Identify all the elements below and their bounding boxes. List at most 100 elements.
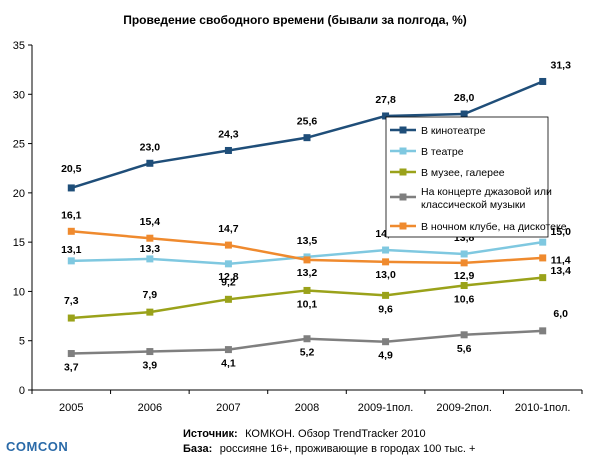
series-point: [67, 314, 75, 322]
series-point: [460, 282, 468, 290]
data-label: 7,3: [64, 295, 79, 307]
legend-item: В театре: [390, 146, 464, 158]
series-point: [224, 241, 232, 249]
series-point: [382, 246, 390, 254]
series-point: [146, 348, 154, 356]
series-point: [303, 134, 311, 142]
legend-label: В ночном клубе, на дискотеке: [421, 221, 567, 233]
series-point: [224, 260, 232, 268]
legend-swatch-marker: [399, 193, 407, 201]
series-point: [382, 258, 390, 266]
legend-label: На концерте джазовой или: [421, 186, 552, 198]
series-point: [303, 286, 311, 294]
legend-item: В ночном клубе, на дискотеке: [390, 221, 567, 233]
data-label: 12,8: [218, 271, 239, 283]
data-label: 3,7: [64, 362, 79, 374]
data-label: 13,5: [297, 235, 318, 247]
y-tick-label: 15: [13, 237, 25, 249]
data-label: 27,8: [375, 94, 396, 106]
series-point: [382, 291, 390, 299]
series-point: [224, 346, 232, 354]
y-tick-label: 0: [19, 385, 25, 397]
legend-box: [385, 116, 549, 238]
data-label: 16,1: [61, 209, 82, 221]
data-label: 5,6: [457, 343, 472, 355]
y-tick-label: 5: [19, 336, 25, 348]
data-label: 25,6: [297, 116, 318, 128]
base-label: База:: [183, 443, 212, 455]
series-lines: [67, 77, 547, 358]
series-point: [460, 331, 468, 339]
series-point: [67, 227, 75, 235]
data-label: 20,5: [61, 163, 82, 175]
series-3: [67, 274, 547, 322]
data-label: 6,0: [553, 308, 568, 320]
x-tick-label: 2007: [216, 402, 240, 414]
x-tick-label: 2006: [138, 402, 162, 414]
data-label: 15,4: [140, 216, 161, 228]
y-tick-label: 35: [13, 40, 25, 52]
legend: В кинотеатре В театре В музее, галерее На к…: [385, 116, 567, 238]
source-line-1: Источник: КОМКОН. Обзор TrendTracker 201…: [183, 424, 426, 441]
series-point: [460, 250, 468, 258]
data-label: 28,0: [454, 92, 475, 104]
legend-item: В музее, галерее: [390, 167, 505, 179]
series-point: [382, 338, 390, 346]
data-label: 13,3: [140, 243, 161, 255]
series-point: [460, 110, 468, 118]
legend-label: В музее, галерее: [421, 167, 505, 179]
series-point: [539, 238, 547, 246]
data-label: 13,1: [61, 244, 82, 256]
data-label: 13,4: [550, 265, 571, 277]
series-point: [460, 259, 468, 267]
data-label: 11,4: [551, 255, 571, 267]
x-tick-label: 2005: [59, 402, 83, 414]
series-point: [303, 256, 311, 264]
data-label: 13,0: [375, 269, 396, 281]
series-point: [539, 77, 547, 85]
data-label: 14,7: [218, 223, 239, 235]
data-label: 31,3: [550, 59, 571, 71]
legend-label: В театре: [421, 146, 464, 158]
data-label: 9,2: [221, 276, 236, 288]
data-label: 24,3: [218, 128, 239, 140]
source-line-2: База: россияне 16+, проживающие в города…: [183, 439, 475, 456]
source-label: Источник:: [183, 428, 238, 440]
legend-swatch-marker: [399, 126, 407, 134]
chart-title: Проведение свободного времени (бывали за…: [123, 13, 467, 27]
x-tick-label: 2008: [295, 402, 319, 414]
source-text: КОМКОН. Обзор TrendTracker 2010: [245, 428, 425, 440]
series-point: [224, 146, 232, 154]
comcon-logo: COMCON: [6, 439, 68, 454]
data-label: 13,2: [297, 267, 318, 279]
series-4: [67, 327, 547, 358]
data-label: 15,0: [550, 226, 571, 238]
x-tick-label: 2009-1пол.: [358, 402, 414, 414]
series-point: [146, 308, 154, 316]
data-label: 4,9: [378, 350, 393, 362]
y-tick-label: 25: [13, 139, 25, 151]
series-point: [67, 184, 75, 192]
data-label: 7,9: [143, 289, 158, 301]
series-point: [539, 254, 547, 262]
data-label: 5,2: [300, 347, 315, 359]
series-point: [303, 335, 311, 343]
series-point: [539, 327, 547, 335]
y-tick-label: 30: [13, 89, 25, 101]
legend-swatch-marker: [399, 168, 407, 176]
data-label: 3,9: [143, 360, 158, 372]
x-tick-label: 2009-2пол.: [436, 402, 492, 414]
base-text: россияне 16+, проживающие в городах 100 …: [220, 443, 476, 455]
series-point: [67, 257, 75, 265]
series-point: [224, 295, 232, 303]
series-point: [539, 274, 547, 282]
data-label: 12,9: [454, 270, 475, 282]
legend-swatch-marker: [399, 147, 407, 155]
series-point: [146, 159, 154, 167]
series-5: [67, 227, 547, 267]
data-label: 4,1: [221, 358, 236, 370]
series-point: [146, 255, 154, 263]
data-label: 23,0: [140, 141, 161, 153]
